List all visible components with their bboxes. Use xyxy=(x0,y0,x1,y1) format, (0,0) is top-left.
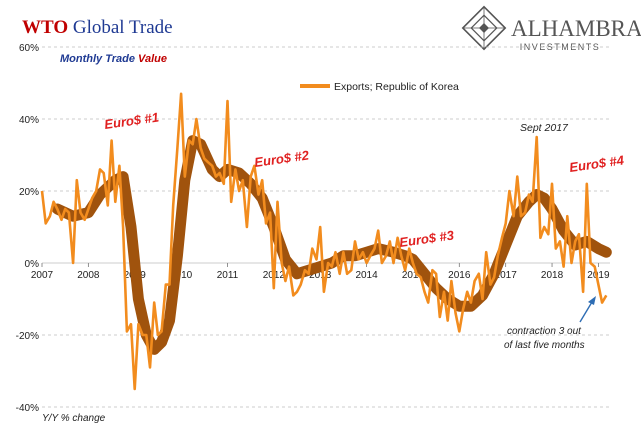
logo-name: ALHAMBRA xyxy=(511,16,641,41)
x-tick-label: 2017 xyxy=(495,270,518,281)
x-tick-label: 2014 xyxy=(355,270,378,281)
x-tick-label: 2015 xyxy=(402,270,425,281)
y-tick-label: 40% xyxy=(19,115,39,126)
annotation-euro1: Euro$ #1 xyxy=(103,109,159,131)
x-tick-label: 2019 xyxy=(587,270,610,281)
x-tick-label: 2007 xyxy=(31,270,54,281)
title-wto: WTO xyxy=(22,17,68,38)
x-tick-label: 2016 xyxy=(448,270,471,281)
y-tick-label: -40% xyxy=(16,403,39,414)
diamond-logo-icon xyxy=(461,5,507,51)
annotation-contraction-line2: of last five months xyxy=(504,340,585,351)
y-tick-label: 20% xyxy=(19,187,39,198)
chart-subtitle: Monthly Trade Value xyxy=(60,53,167,65)
annotation-euro3: Euro$ #3 xyxy=(398,227,455,250)
subtitle-monthly-trade: Monthly Trade xyxy=(60,53,135,65)
y-tick-label: 0% xyxy=(25,259,40,270)
x-tick-label: 2010 xyxy=(170,270,193,281)
x-tick-label: 2018 xyxy=(541,270,564,281)
x-tick-label: 2013 xyxy=(309,270,332,281)
y-tick-label: -20% xyxy=(16,331,39,342)
y-tick-label: 60% xyxy=(19,43,39,54)
x-tick-label: 2008 xyxy=(77,270,100,281)
chart-title: WTO Global Trade xyxy=(22,17,173,38)
series-korea-exports-line xyxy=(40,92,608,391)
legend: Exports; Republic of Korea xyxy=(300,81,459,93)
annotation-contraction-line1: contraction 3 out xyxy=(507,326,582,337)
annotation-euro4: Euro$ #4 xyxy=(568,152,625,175)
footnote-yy-change: Y/Y % change xyxy=(42,413,106,424)
x-tick-label: 2011 xyxy=(217,270,239,281)
series-trend-line xyxy=(51,135,612,355)
series-layer xyxy=(40,92,612,391)
legend-label: Exports; Republic of Korea xyxy=(334,81,459,93)
contraction-arrow-icon xyxy=(579,296,596,323)
y-axis-ticks: 60% 40% 20% 0% -20% -40% xyxy=(16,43,39,414)
subtitle-value: Value xyxy=(135,53,167,65)
annotation-sept-2017: Sept 2017 xyxy=(520,122,569,134)
alhambra-logo: ALHAMBRA INVESTMENTS xyxy=(461,5,641,52)
annotations: Euro$ #1 Euro$ #2 Euro$ #3 Euro$ #4 Sept… xyxy=(103,109,625,351)
title-global-trade: Global Trade xyxy=(68,17,173,38)
annotation-euro2: Euro$ #2 xyxy=(253,147,310,170)
